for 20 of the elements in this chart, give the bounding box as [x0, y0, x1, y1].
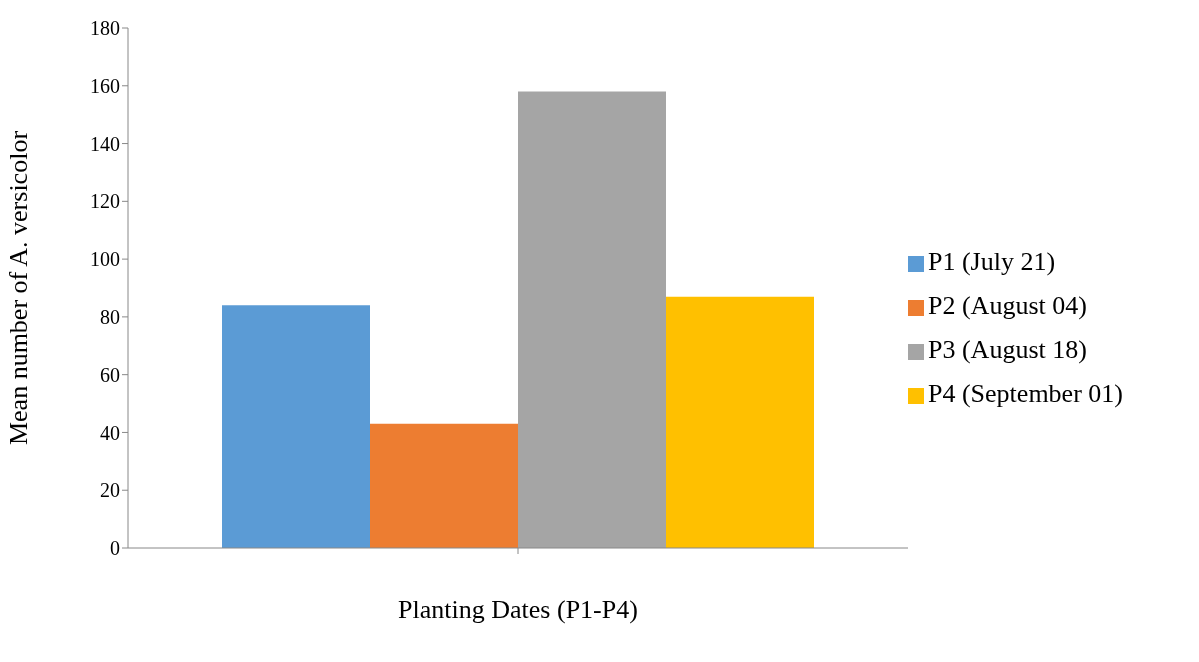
legend-label: P2 (August 04) [928, 291, 1087, 320]
y-tick-label: 60 [100, 363, 120, 386]
y-tick-label: 80 [100, 305, 120, 328]
legend-label: P1 (July 21) [928, 247, 1056, 276]
legend-label: P3 (August 18) [928, 335, 1087, 364]
y-tick-label: 40 [100, 421, 120, 444]
bar [518, 91, 666, 548]
bar [370, 423, 518, 548]
y-tick-label: 100 [90, 248, 120, 271]
y-axis-title: Mean number of A. versicolor [4, 130, 34, 446]
y-tick-label: 20 [100, 479, 120, 502]
legend-label: P4 (September 01) [928, 379, 1123, 408]
y-tick-label: 120 [90, 190, 120, 213]
y-tick-label: 140 [90, 132, 120, 155]
x-axis-title: Planting Dates (P1-P4) [398, 595, 638, 624]
y-tick-label: 180 [90, 17, 120, 40]
bar [222, 305, 370, 548]
bar [666, 296, 814, 548]
y-tick-label: 160 [90, 74, 120, 97]
y-tick-label: 0 [110, 537, 120, 560]
